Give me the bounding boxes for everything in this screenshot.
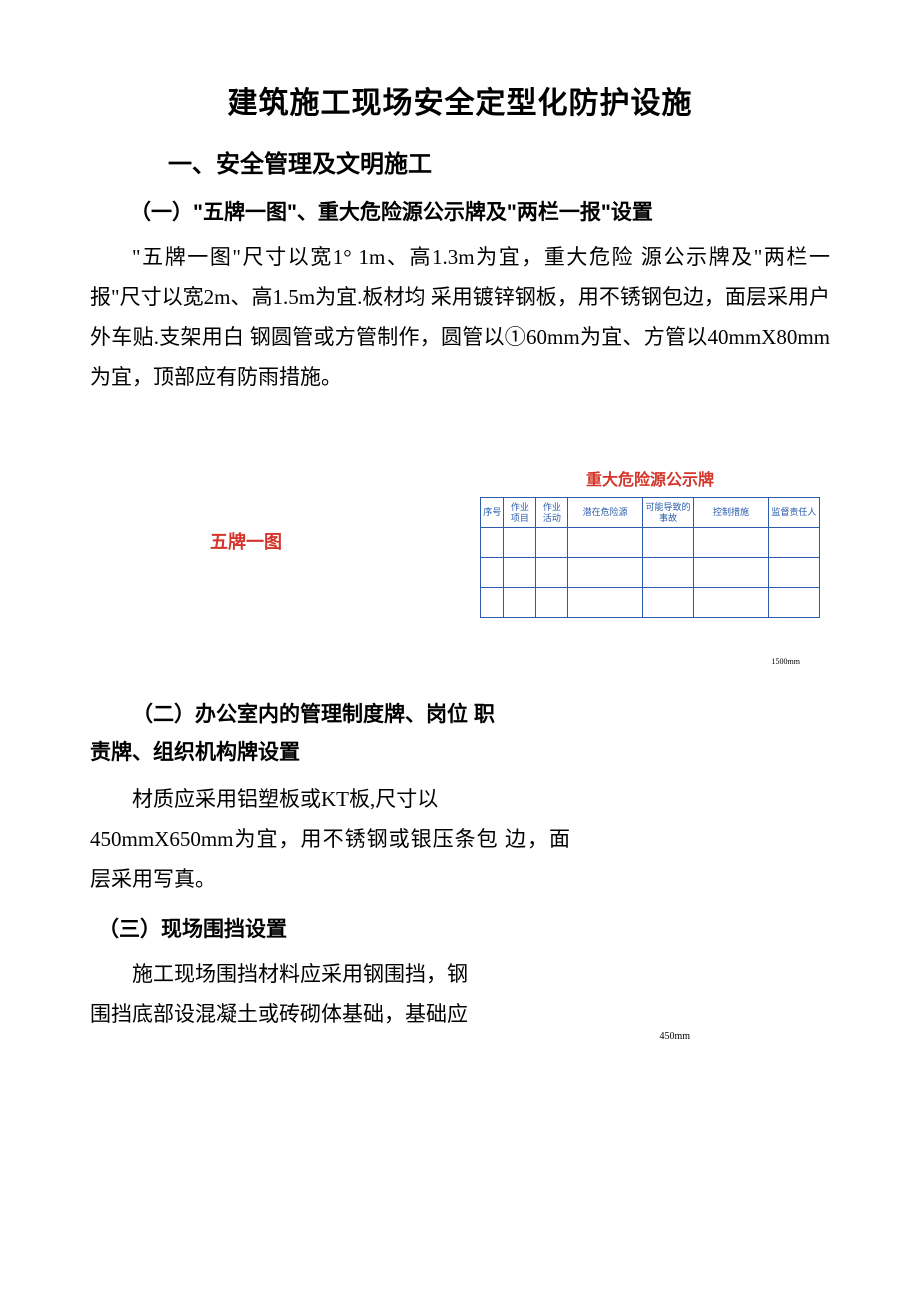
table-header-row: 序号 作业项目 作业活动 潜在危险源 可能导致的事故 控制措施 监督责任人: [481, 498, 820, 528]
hazard-table-title: 重大危险源公示牌: [480, 468, 820, 494]
table-header-cell: 序号: [481, 498, 504, 528]
hazard-table-block: 重大危险源公示牌 序号 作业项目 作业活动 潜在危险源 可能导致的事故 控制措施…: [480, 468, 820, 619]
table-row: [481, 528, 820, 558]
subsection-1-1-heading: （一）"五牌一图"、重大危险源公示牌及"两栏一报"设置: [90, 196, 830, 230]
subsection-1-3-body: 施工现场围挡材料应采用钢围挡，钢 围挡底部设混凝土或砖砌体基础，基础应: [90, 955, 590, 1035]
table-header-cell: 作业项目: [504, 498, 536, 528]
five-boards-label: 五牌一图: [100, 528, 282, 557]
subsection-1-1-body: "五牌一图"尺寸以宽1° 1m、高1.3m为宜，重大危险 源公示牌及"两栏一报"…: [90, 238, 830, 398]
hazard-table: 序号 作业项目 作业活动 潜在危险源 可能导致的事故 控制措施 监督责任人: [480, 497, 820, 618]
table-header-cell: 可能导致的事故: [642, 498, 693, 528]
dimension-450-label: 450mm: [659, 1029, 690, 1045]
visual-row: 五牌一图 重大危险源公示牌 序号 作业项目 作业活动 潜在危险源 可能导致的事故…: [90, 468, 830, 619]
page-title: 建筑施工现场安全定型化防护设施: [90, 80, 830, 128]
table-header-cell: 作业活动: [536, 498, 568, 528]
subsection-1-2-heading: （二）办公室内的管理制度牌、岗位 职 责牌、组织机构牌设置: [90, 696, 570, 772]
dimension-side-label: 1500mm: [90, 658, 830, 666]
table-row: [481, 558, 820, 588]
table-header-cell: 潜在危险源: [568, 498, 643, 528]
table-header-cell: 控制措施: [694, 498, 769, 528]
table-header-cell: 监督责任人: [768, 498, 819, 528]
bottom-row: 施工现场围挡材料应采用钢围挡，钢 围挡底部设混凝土或砖砌体基础，基础应 450m…: [90, 955, 830, 1049]
subsection-1-3-heading: （三）现场围挡设置: [90, 913, 570, 947]
subsection-1-2-body: 材质应采用铝塑板或KT板,尺寸以 450mmX650mm为宜，用不锈钢或银压条包…: [90, 780, 570, 900]
section-1-heading: 一、安全管理及文明施工: [90, 146, 830, 184]
table-row: [481, 588, 820, 618]
